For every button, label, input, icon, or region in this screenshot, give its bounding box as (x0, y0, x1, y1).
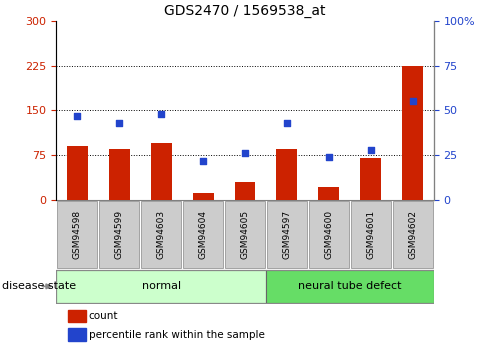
Text: GSM94605: GSM94605 (241, 210, 249, 259)
Bar (360, 158, 381, 200)
FancyBboxPatch shape (56, 270, 266, 303)
Text: neural tube defect: neural tube defect (298, 282, 402, 291)
Point (283, 120, 291, 126)
Bar (68, 310, 86, 322)
Bar (109, 149, 130, 200)
FancyBboxPatch shape (141, 201, 181, 268)
Point (199, 158, 207, 164)
Point (115, 120, 123, 126)
Bar (193, 193, 214, 200)
Point (367, 147, 375, 152)
Text: GSM94604: GSM94604 (198, 210, 208, 259)
Bar (318, 187, 339, 200)
FancyBboxPatch shape (309, 201, 349, 268)
FancyBboxPatch shape (351, 201, 391, 268)
FancyBboxPatch shape (392, 201, 433, 268)
FancyBboxPatch shape (99, 201, 139, 268)
Text: disease state: disease state (2, 282, 76, 291)
Text: count: count (89, 311, 118, 321)
Text: normal: normal (142, 282, 181, 291)
Bar (151, 143, 171, 200)
Bar (276, 149, 297, 200)
FancyBboxPatch shape (266, 270, 434, 303)
Point (241, 151, 249, 156)
FancyBboxPatch shape (183, 201, 223, 268)
Point (409, 99, 416, 104)
Text: percentile rank within the sample: percentile rank within the sample (89, 330, 265, 339)
Bar (68, 328, 86, 341)
Text: GSM94601: GSM94601 (366, 210, 375, 259)
Text: GSM94603: GSM94603 (157, 210, 166, 259)
FancyBboxPatch shape (267, 201, 307, 268)
Point (74, 113, 81, 119)
Text: GSM94599: GSM94599 (115, 210, 124, 259)
Text: GSM94600: GSM94600 (324, 210, 333, 259)
FancyBboxPatch shape (57, 201, 98, 268)
FancyBboxPatch shape (225, 201, 265, 268)
Point (157, 111, 165, 117)
Bar (67, 146, 88, 200)
Text: GSM94602: GSM94602 (408, 210, 417, 259)
Bar (235, 182, 255, 200)
Text: GSM94597: GSM94597 (282, 210, 292, 259)
Bar (402, 66, 423, 200)
Title: GDS2470 / 1569538_at: GDS2470 / 1569538_at (164, 4, 326, 18)
Text: GSM94598: GSM94598 (73, 210, 82, 259)
Point (325, 154, 333, 160)
